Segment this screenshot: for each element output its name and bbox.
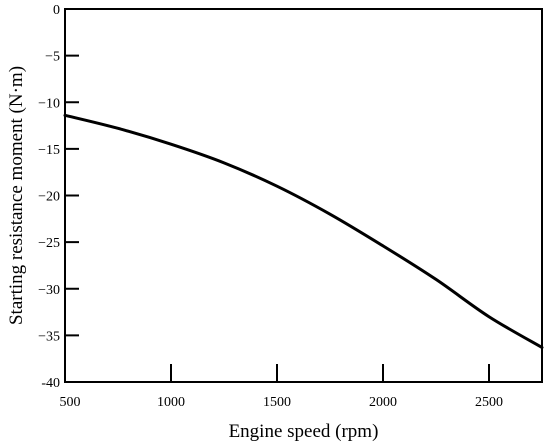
x-axis-ticks: 500 1000 1500 2000 2500 <box>60 364 503 410</box>
y-tick-label: −15 <box>38 143 60 158</box>
x-axis-title: Engine speed (rpm) <box>229 421 379 442</box>
y-tick-label: −30 <box>38 283 60 298</box>
x-tick-label: 1000 <box>157 395 185 410</box>
y-tick-label: −35 <box>38 329 60 344</box>
y-tick-label: 0 <box>53 3 60 18</box>
y-axis-ticks: 0 −5 −10 −15 −20 −25 −30 −35 -40 <box>38 3 79 391</box>
y-axis-title: Starting resistance moment (N·m) <box>6 66 27 325</box>
series-line <box>63 113 544 349</box>
x-tick-label: 2000 <box>369 395 397 410</box>
y-tick-label: −25 <box>38 236 60 251</box>
y-tick-label: −10 <box>38 96 60 111</box>
x-tick-label: 1500 <box>263 395 291 410</box>
y-tick-label: −5 <box>45 50 60 65</box>
x-tick-label: 500 <box>60 395 81 410</box>
x-tick-label: 2500 <box>475 395 503 410</box>
y-tick-label: −20 <box>38 190 60 205</box>
y-tick-label: -40 <box>41 376 60 391</box>
plot-frame <box>64 8 543 383</box>
